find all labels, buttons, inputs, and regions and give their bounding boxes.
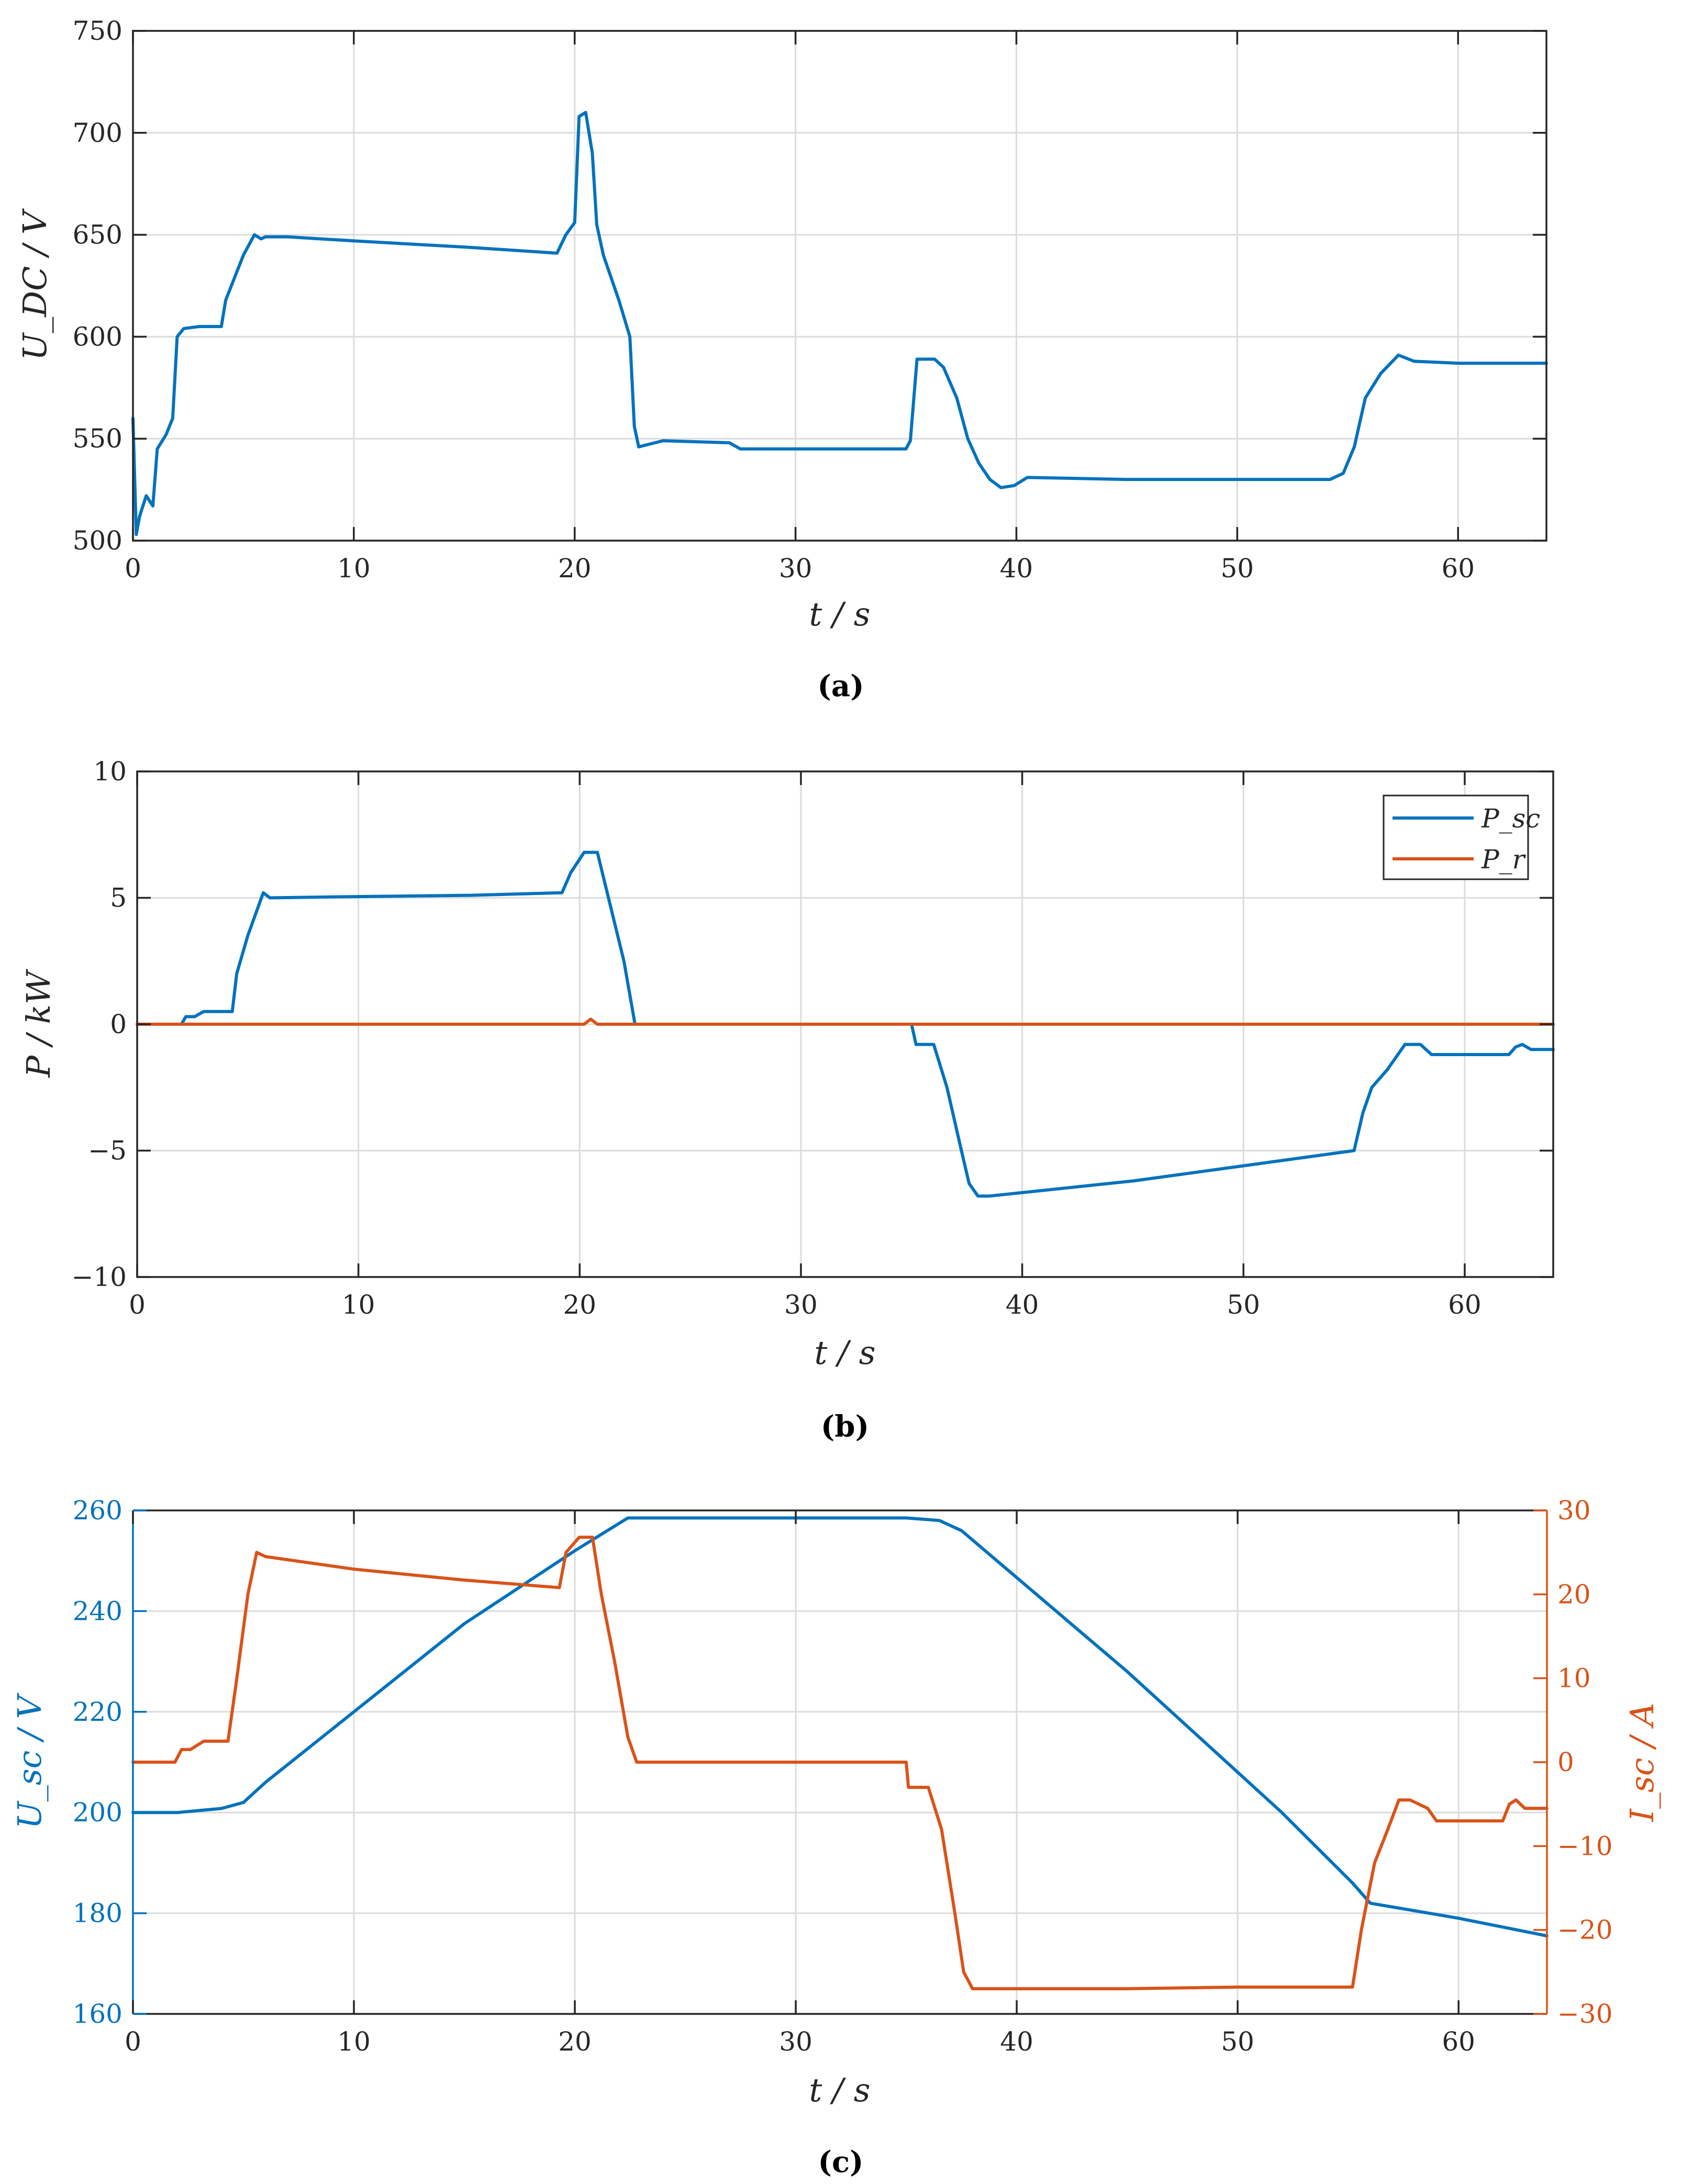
panel-a-voltage-dc: 0 10 20 30 40 50 60 500 550 600 650 700 750 t / s U_… [16, 16, 1548, 703]
panel-a-series [131, 110, 1548, 536]
y-tick-label: 0 [110, 1009, 127, 1039]
panel-b-legend: P_sc P_r [1383, 794, 1540, 880]
x-tick-label: 50 [1227, 1290, 1260, 1320]
y-right-tick-label: −30 [1557, 1999, 1613, 2029]
y-tick-label: 600 [73, 321, 122, 352]
panel-b-ylabel: P / kW [19, 969, 58, 1078]
panel-a-ylabel: U_DC / V [16, 208, 54, 361]
x-tick-label: 20 [563, 1290, 597, 1320]
x-tick-label: 40 [1000, 2026, 1033, 2057]
y-tick-label: 550 [73, 423, 122, 454]
panel-c-grid [133, 1510, 1547, 2014]
panel-c-supercap: 0 10 20 30 40 50 60160180200220240260−30−20−10… [10, 1495, 1661, 2179]
y-tick-label: 5 [110, 883, 127, 913]
y-right-tick-label: 20 [1557, 1579, 1591, 1609]
y-tick-label: 160 [73, 1999, 122, 2029]
x-tick-label: 40 [1006, 1290, 1039, 1320]
x-tick-label: 60 [1448, 1290, 1482, 1320]
x-tick-label: 0 [125, 2026, 141, 2057]
legend-label-psc: P_sc [1481, 803, 1540, 834]
x-tick-label: 0 [125, 553, 141, 584]
panel-a-xlabel: t / s [809, 595, 870, 633]
panel-a-axes-frame [132, 30, 1547, 542]
x-tick-label: 0 [129, 1290, 146, 1320]
series-line-p-sc [136, 850, 1555, 1198]
panel-c-ylabel-left: U_sc / V [10, 1692, 49, 1829]
series-line-u-sc [131, 1516, 1549, 1937]
x-tick-label: 20 [558, 2026, 592, 2057]
panel-c-ylabel-right: I_sc / A [1623, 1703, 1661, 1822]
y-tick-label: 650 [73, 220, 122, 250]
x-tick-label: 60 [1442, 2026, 1475, 2057]
y-right-tick-label: −10 [1557, 1831, 1613, 1861]
y-tick-label: 260 [73, 1495, 122, 1526]
x-tick-label: 50 [1221, 2026, 1254, 2057]
panel-a-grid [133, 31, 1546, 541]
x-tick-label: 10 [337, 2026, 371, 2057]
x-tick-label: 40 [1000, 553, 1033, 584]
panel-a-ticks: 0 10 20 30 40 50 60 500 550 600 650 700 750 [73, 16, 1546, 584]
legend-label-pr: P_r [1481, 844, 1527, 875]
panel-b-xlabel: t / s [814, 1334, 875, 1372]
series-line-i-sc [131, 1536, 1549, 1990]
y-tick-label: 200 [73, 1797, 122, 1828]
y-tick-label: 180 [73, 1898, 122, 1929]
y-tick-label: 500 [73, 525, 122, 556]
y-right-tick-label: 0 [1557, 1747, 1574, 1777]
x-tick-label: 20 [558, 553, 592, 584]
x-tick-label: 30 [784, 1290, 818, 1320]
panel-c-ticks: 0 10 20 30 40 50 60160180200220240260−30−20−10… [73, 1495, 1613, 2057]
y-tick-label: −5 [88, 1136, 127, 1166]
x-tick-label: 50 [1221, 553, 1254, 584]
y-tick-label: 240 [73, 1596, 122, 1626]
legend-box [1383, 794, 1529, 880]
panel-c-xlabel: t / s [809, 2071, 870, 2109]
panel-c-caption: (c) [818, 2145, 863, 2179]
x-tick-label: 30 [779, 2026, 812, 2057]
y-tick-label: 10 [93, 756, 127, 787]
panel-b-caption: (b) [821, 1409, 869, 1444]
panel-c-series [131, 1516, 1549, 1990]
x-tick-label: 30 [779, 553, 812, 584]
series-line-u-dc [131, 110, 1548, 536]
x-tick-label: 10 [337, 553, 371, 584]
x-tick-label: 60 [1441, 553, 1475, 584]
panel-b-series [136, 850, 1555, 1198]
y-tick-label: −10 [71, 1262, 127, 1292]
y-right-tick-label: −20 [1557, 1915, 1613, 1945]
y-tick-label: 750 [73, 16, 122, 46]
y-tick-label: 700 [73, 118, 122, 148]
x-tick-label: 10 [342, 1290, 375, 1320]
panel-a-caption: (a) [817, 669, 864, 703]
series-line-p-r [136, 1017, 1555, 1026]
y-right-tick-label: 30 [1557, 1495, 1591, 1526]
y-tick-label: 220 [73, 1697, 122, 1727]
y-right-tick-label: 10 [1557, 1663, 1591, 1694]
panel-b-ticks: 0 10 20 30 40 50 60 −10 −5 0 5 10 [71, 756, 1553, 1320]
